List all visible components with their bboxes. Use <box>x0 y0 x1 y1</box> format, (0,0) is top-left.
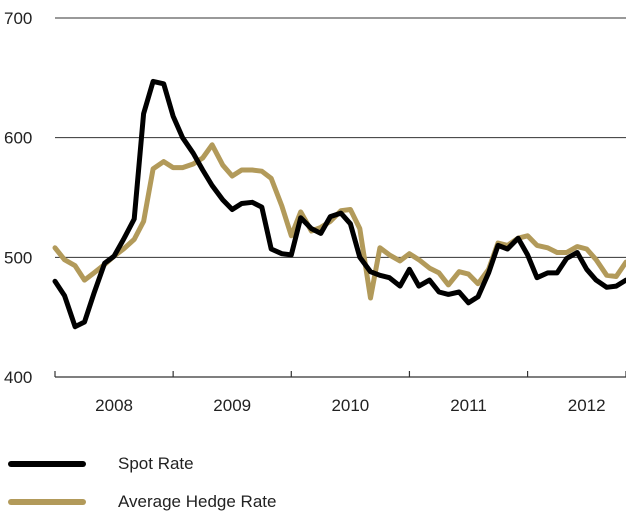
x-tick-label: 2012 <box>568 396 606 415</box>
legend-swatch-average-hedge-rate <box>8 499 86 505</box>
x-tick-label: 2008 <box>95 396 133 415</box>
legend-item-average-hedge-rate: Average Hedge Rate <box>8 490 608 514</box>
y-tick-label: 700 <box>4 9 32 28</box>
series-line-spot-rate <box>52 78 626 330</box>
legend-label-spot-rate: Spot Rate <box>118 454 194 473</box>
legend-item-spot-rate: Spot Rate <box>8 452 608 476</box>
x-tick-label: 2011 <box>450 396 487 415</box>
legend-label-average-hedge-rate: Average Hedge Rate <box>118 492 277 511</box>
series-lines <box>52 78 626 330</box>
x-tick-label: 2010 <box>331 396 369 415</box>
y-tick-label: 600 <box>4 129 32 148</box>
y-tick-labels: 400 500 600 700 <box>4 9 32 387</box>
x-axis <box>54 371 626 378</box>
legend-swatch-spot-rate <box>8 461 86 467</box>
y-tick-label: 400 <box>4 368 32 387</box>
x-tick-labels: 2008 2009 2010 2011 2012 <box>95 396 605 415</box>
y-tick-label: 500 <box>4 248 32 267</box>
x-tick-label: 2009 <box>213 396 251 415</box>
line-chart: 400 500 600 700 2008 2009 2010 2011 2012 <box>4 9 626 415</box>
